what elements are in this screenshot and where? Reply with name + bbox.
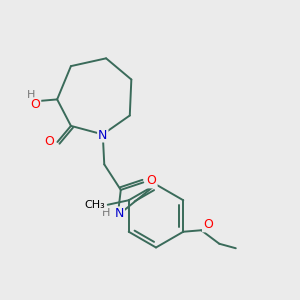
Text: O: O [203,218,213,231]
Text: H: H [27,90,36,100]
Text: CH₃: CH₃ [85,200,106,210]
Text: O: O [44,136,54,148]
Text: H: H [102,208,111,218]
Text: O: O [30,98,40,111]
Text: O: O [147,174,157,188]
Text: N: N [115,207,124,220]
Text: N: N [98,128,107,142]
